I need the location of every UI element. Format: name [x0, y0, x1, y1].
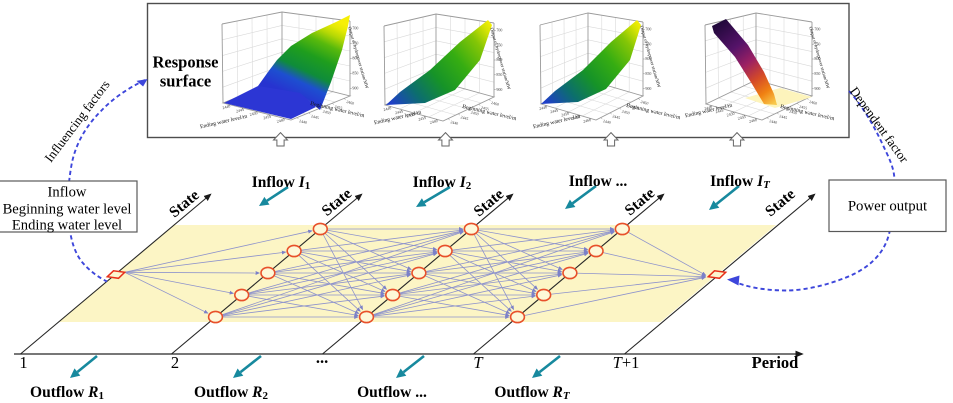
svg-text:2460: 2460 [276, 117, 285, 124]
svg-text:900: 900 [352, 86, 358, 91]
svg-text:Beginning water level: Beginning water level [3, 202, 132, 218]
svg-text:700: 700 [814, 27, 820, 32]
svg-text:900: 900 [814, 86, 820, 91]
svg-text:2455: 2455 [631, 104, 640, 111]
svg-text:Dependent factor: Dependent factor [847, 84, 912, 166]
svg-text:2440: 2440 [704, 104, 713, 111]
svg-text:750: 750 [352, 41, 358, 46]
svg-text:2445: 2445 [235, 107, 244, 114]
svg-text:800: 800 [645, 56, 651, 61]
svg-text:900: 900 [645, 86, 651, 91]
svg-text:2455: 2455 [737, 114, 746, 121]
svg-text:2440: 2440 [539, 104, 548, 111]
svg-text:Outflow RT: Outflow RT [494, 384, 570, 402]
svg-text:2450: 2450 [789, 109, 798, 116]
svg-text:700: 700 [496, 28, 502, 33]
svg-text:2440: 2440 [383, 105, 392, 112]
svg-text:750: 750 [496, 42, 502, 47]
svg-text:2450: 2450 [470, 110, 479, 117]
svg-text:Ending water level: Ending water level [12, 218, 122, 234]
svg-text:T+1: T+1 [613, 353, 640, 372]
svg-text:Response: Response [152, 53, 218, 72]
svg-text:2460: 2460 [583, 117, 592, 124]
svg-text:Period: Period [752, 353, 799, 372]
svg-text:Outflow ...: Outflow ... [357, 384, 427, 401]
svg-text:700: 700 [645, 27, 651, 32]
svg-text:2450: 2450 [406, 112, 415, 119]
svg-text:2460: 2460 [429, 118, 438, 125]
svg-text:2445: 2445 [779, 113, 788, 120]
svg-text:2460: 2460 [809, 99, 818, 106]
svg-text:900: 900 [496, 87, 502, 92]
svg-text:1: 1 [19, 353, 27, 372]
svg-text:2460: 2460 [491, 100, 500, 107]
svg-text:Inflow ...: Inflow ... [569, 173, 628, 190]
svg-text:2455: 2455 [334, 104, 343, 111]
svg-text:Inflow: Inflow [48, 185, 87, 201]
svg-text:2455: 2455 [480, 105, 489, 112]
svg-text:2445: 2445 [715, 107, 724, 114]
svg-text:800: 800 [496, 57, 502, 62]
svg-text:...: ... [316, 348, 328, 367]
svg-text:2450: 2450 [322, 109, 331, 116]
svg-text:2460: 2460 [640, 99, 649, 106]
svg-text:2450: 2450 [561, 111, 570, 118]
svg-text:Power output: Power output [848, 199, 928, 215]
svg-text:Inflow I1: Inflow I1 [252, 174, 311, 192]
svg-text:850: 850 [645, 71, 651, 76]
svg-text:2440: 2440 [602, 118, 611, 125]
svg-text:850: 850 [496, 72, 502, 77]
svg-text:2455: 2455 [799, 104, 808, 111]
svg-text:2440: 2440 [450, 119, 459, 126]
svg-text:850: 850 [814, 71, 820, 76]
svg-text:2: 2 [171, 353, 179, 372]
svg-text:700: 700 [352, 26, 358, 31]
svg-text:2445: 2445 [310, 113, 319, 120]
svg-text:2440: 2440 [299, 118, 308, 125]
svg-text:Inflow IT: Inflow IT [710, 173, 771, 191]
svg-text:2445: 2445 [550, 107, 559, 114]
svg-text:2460: 2460 [346, 99, 355, 106]
svg-text:surface: surface [160, 72, 211, 91]
svg-text:850: 850 [352, 71, 358, 76]
svg-text:2455: 2455 [418, 115, 427, 122]
svg-text:Inflow I2: Inflow I2 [413, 174, 472, 192]
svg-text:750: 750 [645, 41, 651, 46]
svg-text:800: 800 [352, 56, 358, 61]
svg-text:Outflow R2: Outflow R2 [194, 384, 268, 402]
svg-text:Outflow R1: Outflow R1 [30, 384, 104, 402]
svg-text:2440: 2440 [222, 103, 231, 110]
svg-text:Influencing factors: Influencing factors [41, 77, 112, 165]
svg-text:2460: 2460 [748, 117, 757, 124]
svg-text:2450: 2450 [621, 109, 630, 116]
svg-text:2445: 2445 [460, 114, 469, 121]
svg-text:2450: 2450 [249, 110, 258, 117]
svg-text:800: 800 [814, 56, 820, 61]
svg-text:2455: 2455 [572, 114, 581, 121]
svg-text:750: 750 [814, 41, 820, 46]
svg-text:2440: 2440 [769, 118, 778, 125]
svg-text:2445: 2445 [394, 108, 403, 115]
svg-text:T: T [473, 353, 484, 372]
svg-text:2455: 2455 [263, 114, 272, 121]
svg-text:2450: 2450 [726, 111, 735, 118]
svg-text:2445: 2445 [612, 113, 621, 120]
